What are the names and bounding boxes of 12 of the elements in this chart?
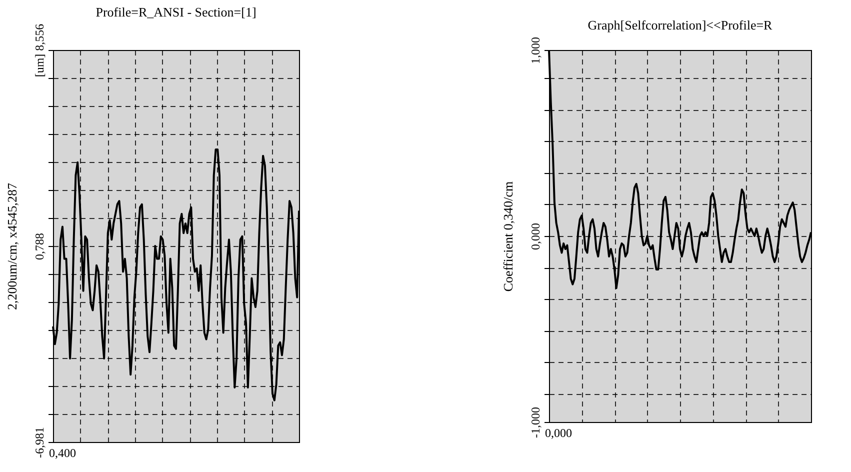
y-tick-label: -6,981 — [32, 427, 46, 458]
chart-title: Profile=R_ANSI - Section=[1] — [96, 4, 256, 20]
chart-title: Graph[Selfcorrelation]<<Profile=R — [588, 18, 773, 32]
y-tick-label: [um] 8,556 — [32, 24, 46, 78]
text: 0,000 — [545, 426, 572, 440]
text: 0,400 — [49, 446, 76, 460]
y-tick-label: 0,000 — [528, 223, 542, 250]
y-tick-label: 1,000 — [528, 37, 542, 64]
y-axis-title: Coefficient 0,340/cm — [500, 181, 516, 292]
y-tick-label: -1,000 — [528, 407, 542, 438]
y-axis-title: 2,200um/cm, x4545,287 — [4, 182, 20, 310]
y-tick-label: 0,788 — [32, 232, 46, 260]
